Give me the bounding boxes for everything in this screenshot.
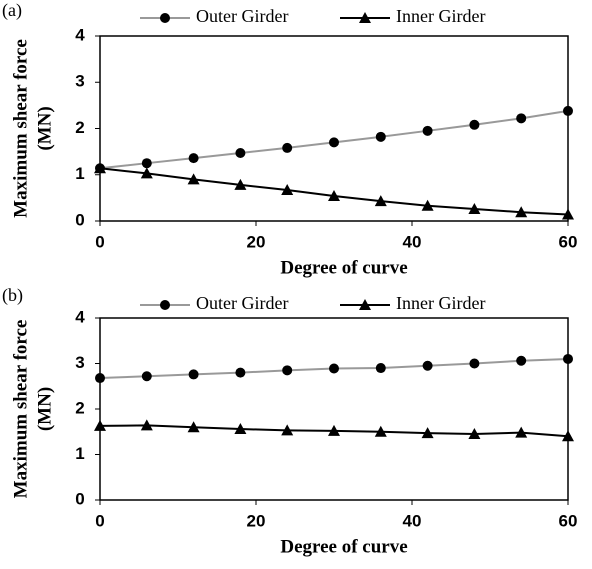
y-tick-label: 3: [75, 353, 84, 372]
marker: [235, 148, 246, 159]
x-tick-label: 20: [247, 511, 266, 530]
y-tick-label: 0: [75, 210, 84, 229]
panel-label: (b): [2, 285, 23, 306]
marker: [282, 365, 293, 376]
marker: [516, 355, 527, 366]
x-tick-label: 40: [403, 511, 422, 530]
marker: [94, 162, 106, 174]
y-axis-label: Maximum shear force: [10, 39, 31, 218]
x-tick-label: 60: [559, 232, 578, 251]
x-axis-label: Degree of curve: [280, 536, 407, 557]
marker: [234, 423, 247, 435]
marker: [141, 158, 152, 169]
y-tick-label: 4: [75, 307, 85, 326]
legend-marker: [359, 12, 371, 23]
marker: [563, 353, 573, 364]
y-tick-label: 4: [75, 25, 85, 44]
y-tick-label: 2: [75, 118, 84, 137]
legend-marker: [359, 299, 371, 310]
marker: [375, 363, 386, 374]
legend-marker: [160, 300, 170, 310]
marker: [141, 371, 152, 382]
legend-marker: [160, 13, 170, 23]
marker: [140, 167, 153, 179]
marker: [188, 369, 199, 380]
marker: [515, 426, 528, 438]
x-axis-label: Degree of curve: [280, 257, 407, 278]
legend-label: Inner Girder: [396, 293, 485, 313]
y-axis-label: (MN): [34, 106, 55, 150]
marker: [562, 430, 574, 442]
x-tick-label: 0: [95, 232, 104, 251]
marker: [421, 199, 434, 211]
marker: [329, 137, 339, 148]
marker: [374, 195, 387, 207]
marker: [328, 190, 340, 202]
panel-label: (a): [2, 0, 22, 21]
legend-label: Inner Girder: [396, 6, 485, 26]
marker: [281, 424, 294, 436]
marker: [469, 119, 480, 130]
legend-label: Outer Girder: [196, 6, 288, 26]
x-tick-label: 20: [247, 232, 266, 251]
marker: [516, 113, 527, 124]
y-tick-label: 0: [75, 489, 84, 508]
y-tick-label: 1: [75, 164, 84, 183]
marker: [328, 424, 340, 436]
y-tick-label: 1: [75, 444, 84, 463]
marker: [563, 105, 573, 116]
y-axis-label: Maximum shear force: [10, 320, 31, 499]
marker: [468, 428, 481, 440]
marker: [188, 153, 199, 164]
marker: [235, 367, 246, 378]
marker: [374, 425, 387, 437]
legend-label: Outer Girder: [196, 293, 288, 313]
plot-frame: [99, 317, 569, 501]
y-tick-label: 2: [75, 398, 84, 417]
marker: [469, 358, 480, 369]
marker: [515, 206, 528, 218]
marker: [187, 421, 200, 433]
marker: [421, 427, 434, 439]
marker: [281, 184, 294, 196]
marker: [282, 142, 293, 153]
x-tick-label: 0: [95, 511, 104, 530]
y-tick-label: 3: [75, 72, 84, 91]
marker: [375, 131, 386, 142]
x-tick-label: 60: [559, 511, 578, 530]
y-axis-label: (MN): [34, 387, 55, 431]
marker: [140, 419, 153, 431]
marker: [468, 202, 481, 214]
marker: [94, 419, 106, 431]
marker: [187, 173, 200, 185]
marker: [95, 373, 105, 384]
marker: [422, 125, 433, 136]
marker: [234, 178, 247, 190]
marker: [422, 360, 433, 371]
marker: [562, 208, 574, 220]
marker: [329, 363, 339, 374]
x-tick-label: 40: [403, 232, 422, 251]
